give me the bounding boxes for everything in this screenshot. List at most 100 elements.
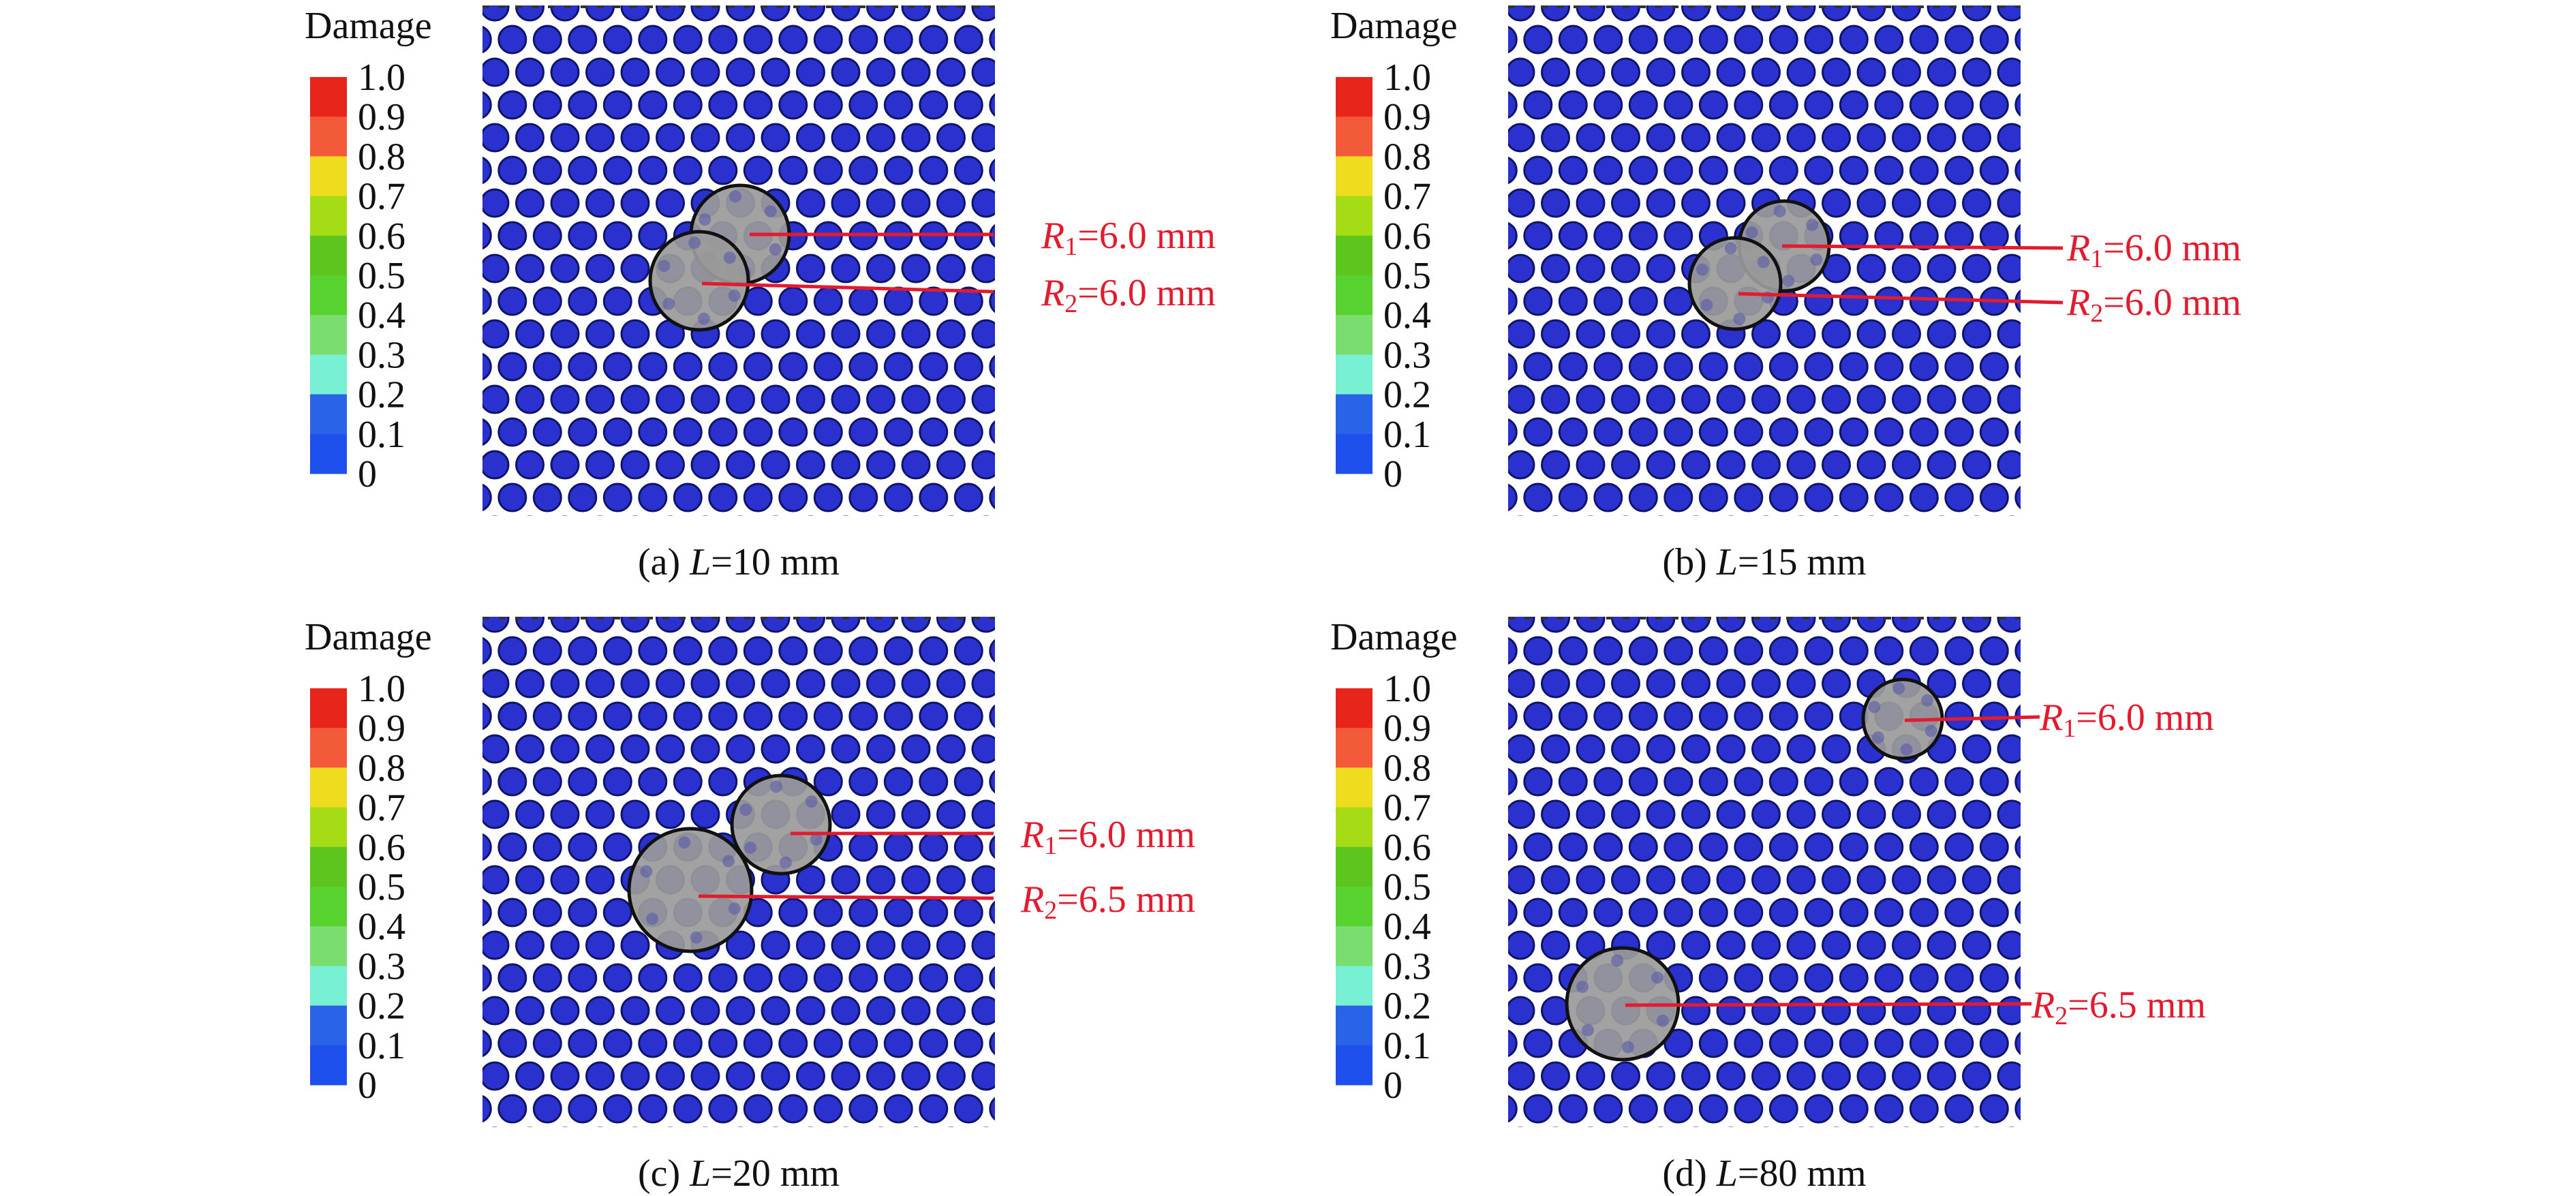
particle xyxy=(1472,386,1499,413)
particle xyxy=(1008,604,1035,632)
particle xyxy=(877,1126,885,1127)
particle xyxy=(638,155,668,185)
particle xyxy=(1472,1062,1499,1090)
particle xyxy=(1856,930,1886,960)
particle xyxy=(1541,930,1570,960)
particle xyxy=(656,57,685,87)
particle xyxy=(901,1061,931,1091)
particle xyxy=(2051,157,2078,184)
particle xyxy=(708,155,738,185)
particle xyxy=(813,417,843,447)
particle xyxy=(936,123,966,153)
particle xyxy=(638,963,668,993)
particle xyxy=(1628,1094,1658,1124)
radius-subscript: 2 xyxy=(1044,896,1057,925)
particle xyxy=(1008,320,1035,348)
particle xyxy=(1523,636,1553,666)
particle xyxy=(1927,1061,1957,1091)
particle xyxy=(726,384,755,414)
legend-swatch xyxy=(1336,1005,1373,1046)
damage-legend: Damage 1.00.90.80.70.60.50.40.30.20.10 xyxy=(1330,5,1458,495)
particle xyxy=(1541,1061,1570,1091)
particle xyxy=(1576,669,1606,699)
particle xyxy=(1472,451,1499,478)
particle xyxy=(1962,5,1991,22)
legend-swatch xyxy=(310,887,347,927)
radius-label: R1=6.0 mm xyxy=(2066,227,2241,273)
particle xyxy=(1008,124,1035,151)
particle xyxy=(491,1126,498,1127)
particle xyxy=(1839,352,1869,382)
particle xyxy=(1508,319,1535,349)
particle xyxy=(1768,25,1798,55)
particle xyxy=(831,188,861,218)
particle xyxy=(1962,254,1991,283)
particle xyxy=(1472,1128,1499,1155)
particle xyxy=(550,865,580,895)
particle xyxy=(936,188,966,218)
particle xyxy=(1611,734,1640,764)
particle xyxy=(1558,1094,1588,1124)
particle xyxy=(1874,221,1904,251)
particle xyxy=(1663,155,1693,185)
particle xyxy=(913,515,919,516)
particle xyxy=(1593,898,1623,927)
legend-tick-label: 0 xyxy=(358,453,377,495)
particle xyxy=(866,319,895,349)
hole-r2: R2=6.0 mm xyxy=(1687,236,2241,331)
particle xyxy=(1997,930,2021,960)
caption-prefix: (b) xyxy=(1662,541,1716,583)
particle xyxy=(1716,669,1746,699)
particle xyxy=(596,515,604,516)
damage-trace xyxy=(1696,263,1708,276)
particle xyxy=(497,482,527,512)
particle xyxy=(550,384,580,414)
particle xyxy=(602,767,632,797)
particle xyxy=(1593,155,1623,185)
damage-trace xyxy=(1656,1014,1669,1027)
particle xyxy=(936,450,966,480)
particle xyxy=(1751,865,1781,895)
particle xyxy=(971,5,995,22)
particle xyxy=(656,1061,685,1091)
particle xyxy=(883,832,913,862)
particle xyxy=(1541,5,1570,22)
particle xyxy=(1909,221,1939,251)
particle xyxy=(1728,1126,1734,1127)
particle xyxy=(1472,866,1499,893)
particle xyxy=(1558,352,1588,382)
damage-trace xyxy=(662,297,675,310)
particle xyxy=(971,799,995,829)
particle xyxy=(1909,636,1939,666)
particle xyxy=(446,59,474,86)
particle xyxy=(1997,865,2021,895)
particle xyxy=(568,352,598,382)
particle xyxy=(901,384,931,414)
particle xyxy=(1716,123,1746,153)
particle xyxy=(1856,996,1886,1026)
radius-leader-line xyxy=(1625,1002,2032,1007)
particle xyxy=(1804,482,1834,512)
particle xyxy=(743,701,773,731)
legend-tick-label: 0.7 xyxy=(1383,176,1431,218)
particle xyxy=(831,865,861,895)
caption-var: L xyxy=(689,1152,711,1195)
radius-subscript: 1 xyxy=(2090,245,2103,273)
legend-tick-label: 0.9 xyxy=(1383,707,1431,750)
legend-swatch xyxy=(310,926,347,966)
hole-circle xyxy=(627,827,754,953)
particle xyxy=(1663,898,1693,927)
particle xyxy=(1508,254,1535,283)
particle xyxy=(1646,1061,1676,1091)
particle xyxy=(1523,1028,1553,1058)
particle xyxy=(1541,188,1570,218)
particle xyxy=(497,417,527,447)
particle xyxy=(620,799,650,829)
particle xyxy=(690,669,720,699)
particle xyxy=(482,799,510,829)
particle xyxy=(1646,450,1676,480)
caption-var: L xyxy=(1716,541,1738,583)
particle xyxy=(673,963,703,993)
particle xyxy=(1768,701,1798,731)
particle xyxy=(796,450,825,480)
